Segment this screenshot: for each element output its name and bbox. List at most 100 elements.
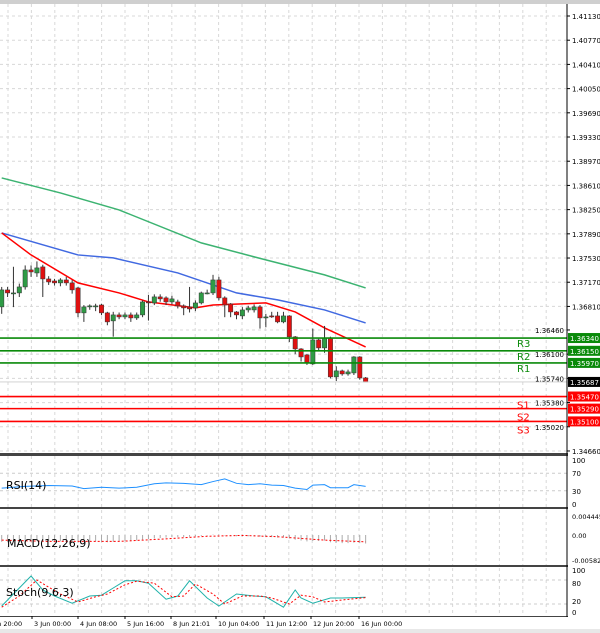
panel-background: [0, 4, 567, 453]
level-name-r1: R1: [517, 364, 530, 375]
stoch-tick-label: 0: [572, 609, 576, 617]
level-price-label: 1.35100: [570, 418, 599, 426]
macd-tick-label: 0.00: [572, 532, 586, 540]
rsi-tick-label: 0: [572, 501, 576, 509]
candle-bullish: [16, 286, 22, 294]
candle-bullish: [134, 314, 140, 319]
candle-bearish: [286, 315, 292, 338]
candle-bearish: [175, 301, 181, 307]
candle-bearish: [75, 287, 81, 314]
panel-separator[interactable]: [0, 565, 568, 567]
level-price-label: 1.35290: [570, 406, 599, 414]
candle-bullish: [245, 307, 251, 311]
ma-slow-line: [1, 177, 366, 289]
time-tick-label: 8 Jun 21:01: [173, 620, 210, 628]
bottom-scrollbar[interactable]: [0, 629, 600, 633]
candle-bearish: [146, 301, 151, 304]
price-tick-label: 1.38250: [572, 207, 600, 215]
rsi-line: [1, 478, 366, 490]
candle-bullish: [251, 306, 257, 311]
candle-bullish: [122, 314, 128, 318]
candle-bullish: [210, 279, 216, 294]
candle-bullish: [110, 314, 116, 322]
time-tick-label: 16 Jun 00:00: [361, 620, 402, 628]
candle-bearish: [40, 266, 46, 280]
price-tick-label: 1.36100: [535, 351, 564, 359]
candle-bearish: [228, 303, 234, 313]
rsi-tick-label: 30: [572, 488, 581, 496]
stoch-tick-label: 100: [572, 567, 585, 575]
top-border: [0, 0, 600, 4]
panel-separator[interactable]: [0, 453, 568, 456]
price-tick-label: 1.40770: [572, 37, 600, 45]
candle-bearish: [216, 279, 222, 299]
candle-bullish: [263, 316, 269, 319]
level-price-label: 1.36150: [570, 348, 599, 356]
candle-bullish: [281, 315, 286, 323]
price-tick-label: 1.34660: [572, 448, 600, 456]
panel-background: [0, 456, 567, 507]
level-price-label: 1.35470: [570, 394, 599, 402]
panel-separator[interactable]: [0, 616, 568, 617]
candle-bearish: [275, 315, 281, 323]
candle-bullish: [333, 370, 339, 378]
time-tick-label: 4 Jun 08:00: [80, 620, 117, 628]
stoch-label: Stoch(9,6,3): [6, 586, 74, 599]
candle-bearish: [257, 306, 263, 319]
candle-bullish: [87, 305, 93, 308]
level-price-badge: [568, 391, 600, 402]
candle-bearish: [5, 289, 11, 294]
level-price-badge: [568, 416, 600, 427]
price-tick-label: 1.40050: [572, 86, 600, 94]
stoch-main-line: [1, 575, 366, 608]
candle-bullish: [310, 339, 316, 365]
level-price-badge: [568, 333, 600, 344]
candle-bullish: [81, 306, 87, 314]
candle-bullish: [192, 302, 198, 309]
candle-bearish: [104, 312, 110, 323]
price-tick-label: 1.38970: [572, 158, 600, 166]
candle-bullish: [351, 356, 357, 374]
candle-bearish: [69, 282, 75, 291]
candle-bearish: [298, 348, 304, 358]
current-price-badge: [568, 376, 600, 387]
ma-mid-line: [1, 232, 366, 324]
candle-bearish: [116, 314, 122, 318]
rsi-label: RSI(14): [6, 479, 46, 492]
level-price-badge: [568, 345, 600, 356]
price-tick-label: 1.36810: [572, 303, 600, 311]
price-tick-label: 1.41130: [572, 13, 600, 21]
price-tick-label: 1.37170: [572, 279, 600, 287]
macd-label: MACD(12,26,9): [7, 537, 91, 550]
candle-bearish: [363, 377, 369, 383]
macd-tick-label: 0.004445: [572, 513, 600, 521]
current-price-label: 1.35687: [570, 379, 599, 387]
candle-bearish: [63, 279, 69, 284]
candle-bearish: [304, 354, 310, 364]
candle-bearish: [181, 305, 187, 309]
level-name-s1: S1: [517, 401, 530, 412]
candle-bearish: [327, 337, 333, 378]
time-tick-label: 2 Jun 20:00: [0, 620, 22, 628]
price-tick-label: 1.39690: [572, 110, 600, 118]
candle-bullish: [169, 298, 175, 303]
price-tick-label: 1.38610: [572, 182, 600, 190]
level-name-r3: R3: [517, 339, 530, 350]
candle-bearish: [187, 306, 192, 310]
macd-tick-label: -0.005827: [572, 557, 600, 565]
price-tick-label: 1.36460: [535, 327, 564, 335]
candle-bullish: [151, 296, 157, 304]
candle-bearish: [46, 278, 52, 283]
price-tick-label: 1.37530: [572, 255, 600, 263]
stoch-tick-label: 80: [572, 580, 581, 588]
candle-bullish: [322, 337, 328, 349]
candle-bearish: [128, 314, 134, 319]
price-tick-label: 1.40410: [572, 61, 600, 69]
panel-separator[interactable]: [0, 507, 568, 509]
candle-bearish: [28, 269, 34, 273]
time-tick-label: 12 Jun 20:00: [313, 620, 354, 628]
level-price-badge: [568, 403, 600, 414]
candle-bullish: [22, 269, 28, 288]
rsi-tick-label: 70: [572, 470, 581, 478]
